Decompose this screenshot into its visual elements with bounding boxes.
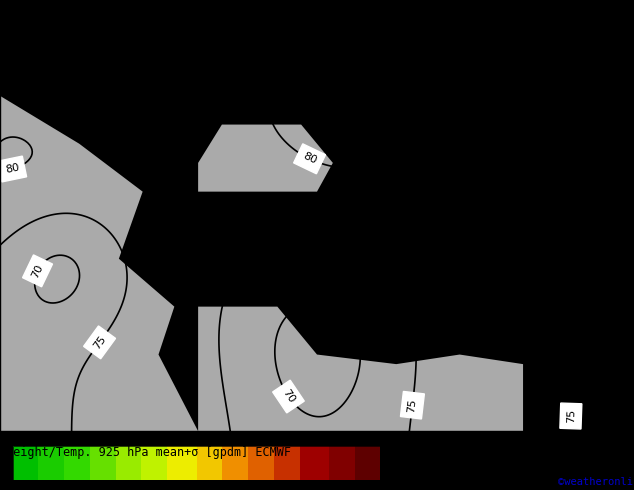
Text: 70: 70 bbox=[280, 388, 297, 405]
Text: 75: 75 bbox=[406, 397, 418, 413]
Text: 75: 75 bbox=[91, 334, 108, 351]
Text: Th 02-05-2024 18:00 UTC (12+06): Th 02-05-2024 18:00 UTC (12+06) bbox=[380, 446, 601, 459]
Text: ©weatheronline.co.uk: ©weatheronline.co.uk bbox=[558, 477, 634, 487]
Text: 80: 80 bbox=[4, 163, 20, 175]
Bar bbox=[0, 0, 634, 431]
Text: 75: 75 bbox=[566, 409, 576, 423]
Text: 70: 70 bbox=[30, 262, 45, 279]
Text: 80: 80 bbox=[301, 151, 318, 167]
Text: Height/Temp. 925 hPa mean+σ [gpdm] ECMWF: Height/Temp. 925 hPa mean+σ [gpdm] ECMWF bbox=[6, 446, 292, 459]
